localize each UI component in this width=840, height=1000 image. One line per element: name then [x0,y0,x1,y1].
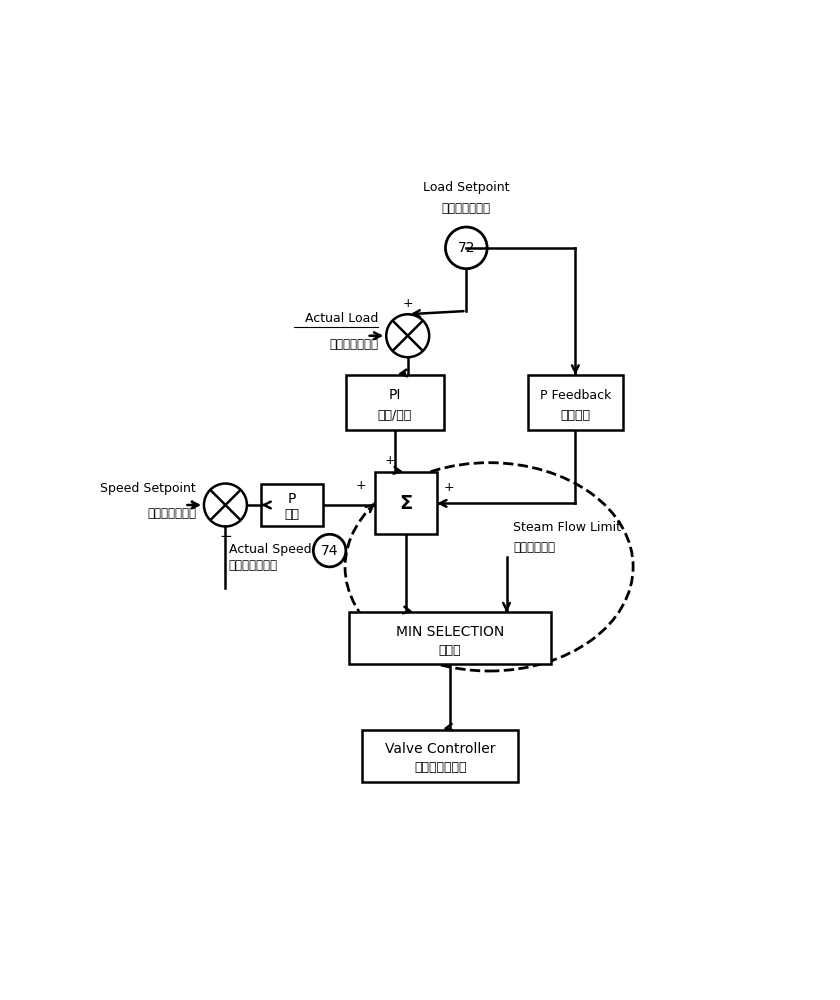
Text: PI: PI [389,388,401,402]
Bar [362,730,518,782]
Text: +: + [355,479,366,492]
Text: 決机负荷设定値: 決机负荷设定値 [442,202,491,215]
Text: P: P [288,492,297,506]
Bar [261,484,323,526]
Text: Actual Speed: Actual Speed [228,543,312,556]
Text: 決机实际负荷値: 決机实际负荷値 [329,338,379,351]
Text: Load Setpoint: Load Setpoint [423,181,510,194]
Text: 蔓決流量限制: 蔓決流量限制 [513,541,555,554]
Bar [346,375,444,430]
Text: +: + [402,297,413,310]
Text: +: + [444,481,454,494]
Text: 比例前馈: 比例前馈 [560,409,591,422]
Text: 決机阀门控制器: 決机阀门控制器 [414,761,466,774]
Text: Speed Setpoint: Speed Setpoint [101,482,197,495]
Text: Steam Flow Limit: Steam Flow Limit [513,521,621,534]
Text: 決机转速实际値: 決机转速实际値 [228,559,278,572]
Text: 比例/积分: 比例/积分 [377,409,412,422]
Text: +: + [187,498,197,512]
Text: −: − [219,529,232,544]
Bar [349,612,551,664]
Text: MIN SELECTION: MIN SELECTION [396,625,504,639]
Text: +: + [385,454,395,467]
Text: Σ: Σ [400,494,412,513]
Text: 比例: 比例 [285,508,300,521]
Text: Actual Load: Actual Load [305,312,379,325]
Text: Valve Controller: Valve Controller [385,742,496,756]
Text: 72: 72 [458,241,475,255]
Bar [375,472,437,534]
Text: 74: 74 [321,544,339,558]
Text: P Feedback: P Feedback [539,389,611,402]
Text: −: − [368,328,381,343]
Bar [528,375,622,430]
Text: 小选块: 小选块 [438,644,461,657]
Text: 決机转速设定値: 決机转速设定値 [147,507,197,520]
